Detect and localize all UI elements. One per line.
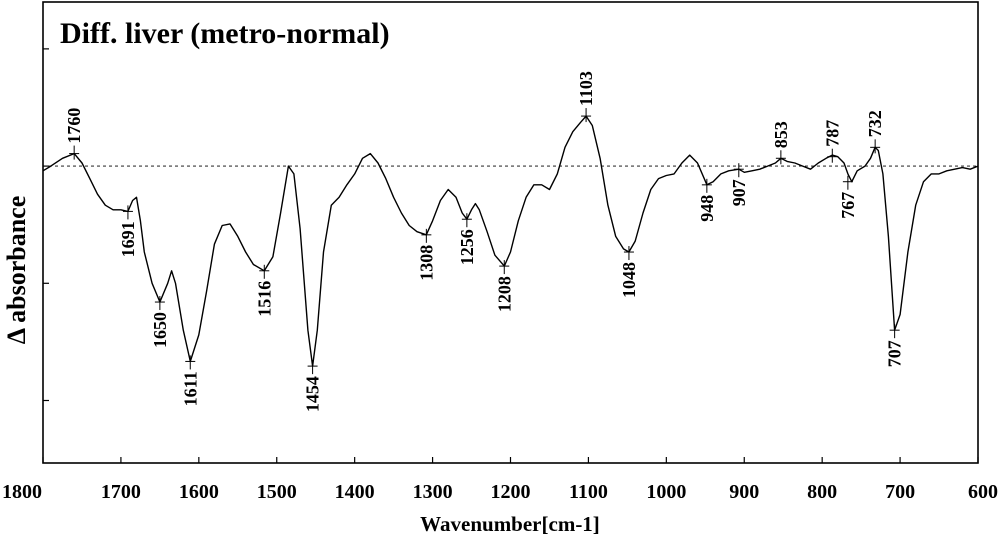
peak-907: 907 xyxy=(729,163,749,206)
x-tick-label-600: 600 xyxy=(968,481,998,503)
peak-label-1760: 1760 xyxy=(64,108,84,144)
x-tick-label-800: 800 xyxy=(807,481,837,503)
x-axis-tick-labels: 1800 1700 1600 1500 1400 1300 1200 1100 1000 900 8… xyxy=(2,481,998,503)
peak-label-853: 853 xyxy=(771,121,791,148)
x-axis-label: Wavenumber[cm-1] xyxy=(420,512,600,536)
peak-1208: 1208 xyxy=(494,260,514,312)
y-axis-label: Δ absorbance xyxy=(2,196,31,344)
peak-787: 787 xyxy=(822,120,842,163)
peak-948: 948 xyxy=(697,178,717,222)
peak-label-732: 732 xyxy=(865,110,885,137)
peak-label-1103: 1103 xyxy=(576,71,596,106)
difference-spectrum-line xyxy=(42,115,979,367)
peak-label-707: 707 xyxy=(885,340,905,367)
peak-707: 707 xyxy=(885,324,905,367)
peak-label-948: 948 xyxy=(697,195,717,222)
x-tick-label-1100: 1100 xyxy=(569,481,608,503)
peak-1048: 1048 xyxy=(619,246,639,298)
peak-label-767: 767 xyxy=(838,192,858,219)
peak-732: 732 xyxy=(865,110,885,154)
peak-label-1256: 1256 xyxy=(457,229,477,265)
peak-label-787: 787 xyxy=(822,120,842,147)
peak-1516: 1516 xyxy=(254,264,274,317)
peak-1454: 1454 xyxy=(303,360,323,412)
peak-label-1208: 1208 xyxy=(494,276,514,312)
x-tick-label-1200: 1200 xyxy=(491,481,531,503)
peak-1650: 1650 xyxy=(150,296,170,348)
peak-label-1516: 1516 xyxy=(254,281,274,317)
x-axis-ticks xyxy=(42,457,979,463)
peak-annotations: 1760 1691 1650 1611 1516 1454 1308 1256 1208 1103… xyxy=(64,71,904,412)
x-tick-label-900: 900 xyxy=(729,481,759,503)
x-tick-label-1000: 1000 xyxy=(646,481,686,503)
x-tick-label-1800: 1800 xyxy=(2,481,42,503)
peak-label-1650: 1650 xyxy=(150,312,170,348)
peak-label-1611: 1611 xyxy=(180,371,200,406)
peak-label-907: 907 xyxy=(729,179,749,206)
x-tick-label-1600: 1600 xyxy=(179,481,219,503)
peak-853: 853 xyxy=(771,121,791,165)
peak-label-1454: 1454 xyxy=(303,376,323,412)
y-axis-ticks xyxy=(43,48,49,402)
chart-title: Diff. liver (metro-normal) xyxy=(60,17,390,50)
peak-label-1691: 1691 xyxy=(118,221,138,257)
peak-1611: 1611 xyxy=(180,355,200,406)
peak-1256: 1256 xyxy=(457,213,477,265)
peak-1308: 1308 xyxy=(416,228,436,281)
peak-label-1048: 1048 xyxy=(619,262,639,298)
x-tick-label-1400: 1400 xyxy=(335,481,375,503)
x-tick-label-700: 700 xyxy=(885,481,915,503)
peak-label-1308: 1308 xyxy=(416,245,436,281)
peak-1103: 1103 xyxy=(576,71,596,123)
peak-1691: 1691 xyxy=(118,205,138,257)
x-tick-label-1700: 1700 xyxy=(101,481,141,503)
peak-1760: 1760 xyxy=(64,108,84,160)
peak-767: 767 xyxy=(838,175,858,219)
x-tick-label-1500: 1500 xyxy=(257,481,297,503)
x-tick-label-1300: 1300 xyxy=(413,481,453,503)
